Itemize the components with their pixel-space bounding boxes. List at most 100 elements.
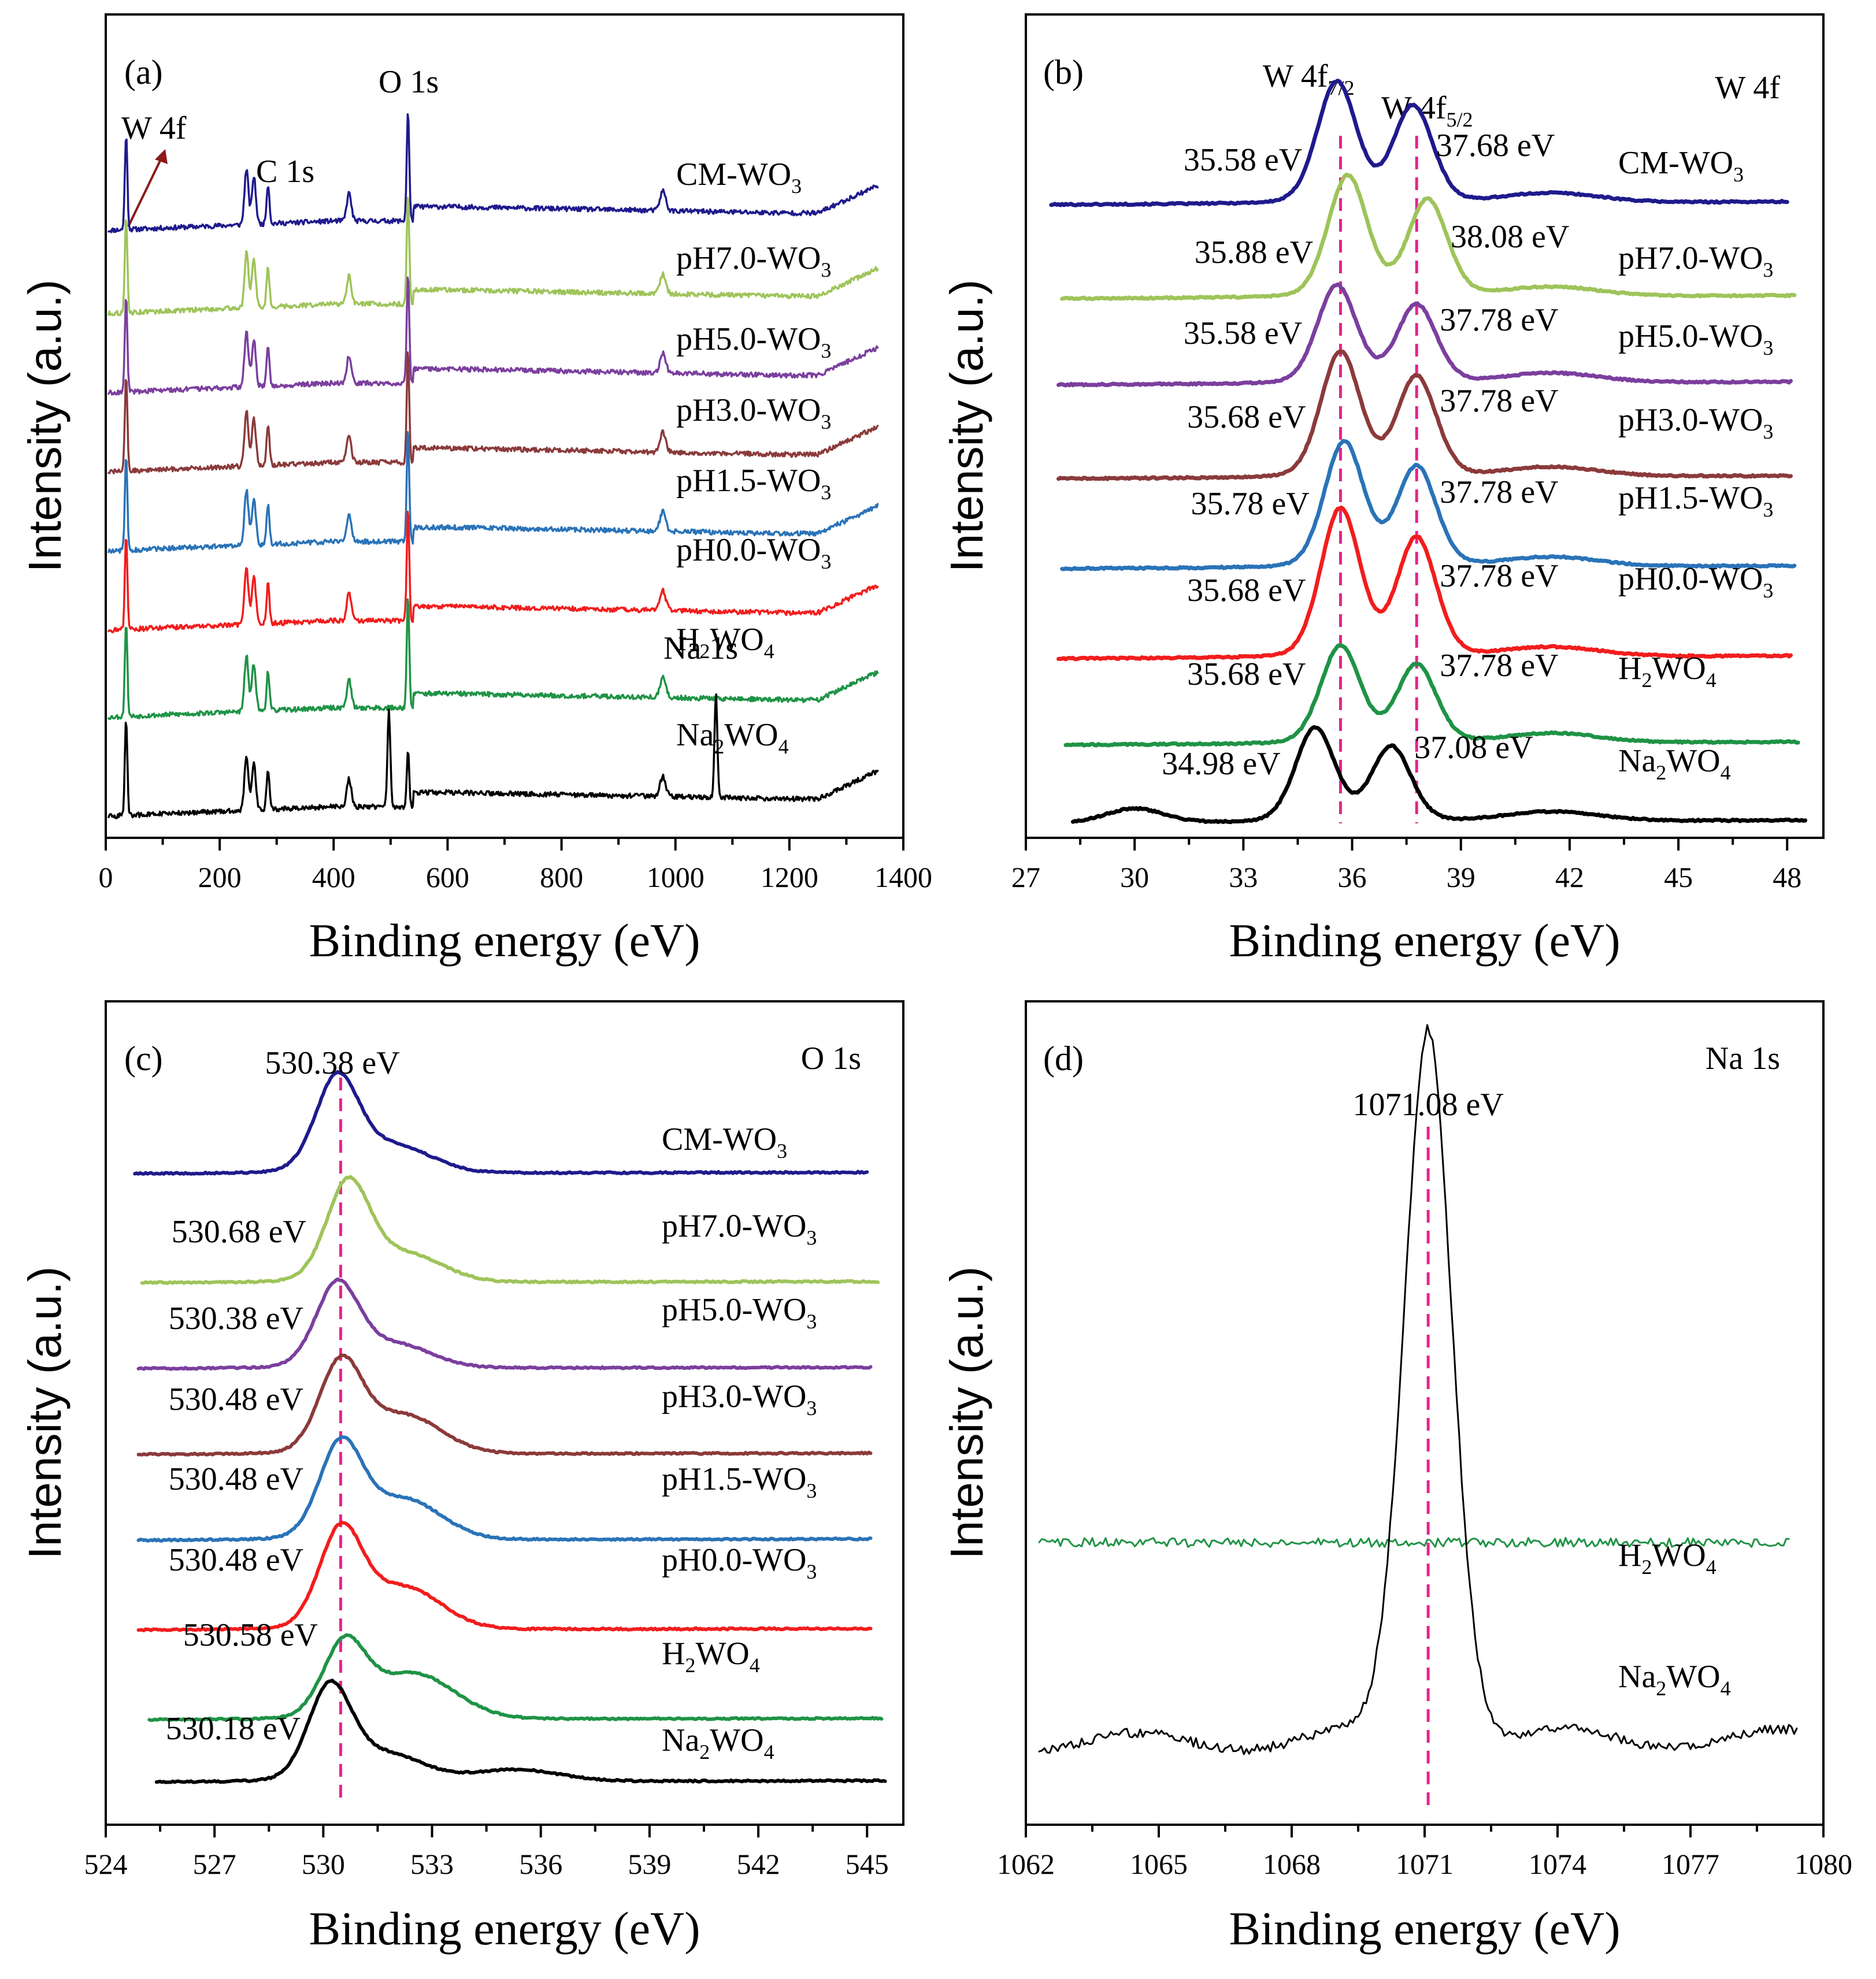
panel-c-label-H2WO4: H2WO4	[662, 1636, 760, 1677]
panel-a-label-CM-WO3: CM-WO3	[676, 157, 802, 198]
panel-b-label-pH1.5-WO3: pH1.5-WO3	[1618, 480, 1773, 521]
panel-a-label-H2WO4: H2WO4	[676, 622, 774, 663]
panel-a-label-pH0.0-WO3: pH0.0-WO3	[676, 532, 831, 573]
panel-c-label-pH5.0-WO3: pH5.0-WO3	[662, 1292, 817, 1333]
panel-c-label-pH3.0-WO3: pH3.0-WO3	[662, 1379, 817, 1420]
panel-c-label-pH1.5-WO3: pH1.5-WO3	[662, 1461, 817, 1502]
panel-b-label-pH5.0-WO3: pH5.0-WO3	[1618, 318, 1773, 359]
panel-b-series-pH7.0-WO3	[1060, 172, 1797, 302]
panel-0-xtick-label: 1000	[647, 861, 705, 893]
panel-a-xlabel: Binding energy (eV)	[309, 914, 700, 967]
panel-c-series-CM-WO3	[133, 1070, 869, 1176]
panel-1-xtick-label: 42	[1555, 861, 1584, 893]
panel-2-xtick-label: 536	[519, 1848, 562, 1880]
panel-a-letter: (a)	[124, 53, 163, 91]
panel-c-label-pH0.0-WO3: pH0.0-WO3	[662, 1542, 817, 1583]
panel-1-xtick-label: 33	[1229, 861, 1258, 893]
panel-b-peak-label-7-2: W 4f7/2	[1263, 58, 1355, 99]
panel-2-xtick-label: 545	[846, 1848, 889, 1880]
panel-1-xtick-label: 27	[1011, 861, 1040, 893]
panel-2-xtick-label: 524	[84, 1848, 128, 1880]
panel-c-series-pH0.0-WO3	[136, 1520, 873, 1632]
panel-b-label-pH0.0-WO3: pH0.0-WO3	[1618, 561, 1773, 602]
panel-b-series-H2WO4	[1063, 643, 1800, 748]
panel-c-xlabel: Binding energy (eV)	[309, 1902, 700, 1955]
panel-b-peak-text-left: 35.58 eV	[1184, 142, 1302, 178]
panel-1-xtick-label: 45	[1664, 861, 1693, 893]
panel-b-peak-text-right: 37.68 eV	[1436, 128, 1555, 164]
panel-1-xtick-label: 39	[1447, 861, 1475, 893]
panel-b-series-pH1.5-WO3	[1060, 439, 1797, 571]
panel-c-peak-text: 530.38 eV	[169, 1301, 303, 1336]
panel-c-label-pH7.0-WO3: pH7.0-WO3	[662, 1208, 817, 1249]
panel-b-letter: (b)	[1043, 53, 1084, 91]
panel-b-peak-text-right: 37.78 eV	[1440, 474, 1558, 510]
panel-b-frame	[1025, 13, 1825, 839]
panel-0-xtick-label: 1200	[761, 861, 818, 893]
panel-b-peak-text-right: 37.78 eV	[1440, 648, 1558, 684]
panel-1-xtick-label: 30	[1120, 861, 1149, 893]
panel-a-series-pH1.5-WO3	[107, 431, 879, 554]
panel-b-series-Na2WO4	[1071, 725, 1808, 825]
panel-3-xtick-label: 1080	[1795, 1848, 1852, 1880]
panel-a-w4f-arrow	[127, 154, 164, 227]
panel-d-series-Na2WO4	[1038, 1024, 1798, 1755]
panel-a-label-Na2WO4: Na2WO4	[676, 717, 789, 758]
panel-b-label-pH7.0-WO3: pH7.0-WO3	[1618, 240, 1773, 281]
panel-c-label-Na2WO4: Na2WO4	[662, 1722, 774, 1763]
panel-a-w4f-arrowhead	[155, 149, 168, 164]
panel-a-label-pH5.0-WO3: pH5.0-WO3	[676, 321, 831, 362]
panel-c-frame	[105, 1000, 904, 1826]
panel-b-series-pH3.0-WO3	[1056, 350, 1793, 481]
panel-b-peak-text-left: 35.58 eV	[1184, 315, 1302, 351]
panel-a-ylabel: Intensity (a.u.)	[19, 280, 71, 573]
panel-c-series-pH5.0-WO3	[136, 1277, 873, 1371]
panel-d-title: Na 1s	[1706, 1041, 1780, 1076]
panel-b-peak-text-left: 35.68 eV	[1187, 399, 1306, 435]
panel-c-ylabel: Intensity (a.u.)	[19, 1267, 71, 1560]
panel-0-xtick-label: 800	[540, 861, 583, 893]
panel-a-series-H2WO4	[107, 598, 879, 721]
panel-3-xtick-label: 1065	[1130, 1848, 1188, 1880]
panel-b-peak-text-left: 35.68 eV	[1187, 573, 1306, 608]
panel-c-label-CM-WO3: CM-WO3	[662, 1122, 787, 1163]
panel-b-peak-text-right: 37.78 eV	[1440, 383, 1558, 419]
panel-b-peak-text-right: 37.08 eV	[1414, 730, 1533, 766]
panel-c-series-pH7.0-WO3	[140, 1175, 880, 1285]
panel-c-letter: (c)	[124, 1039, 163, 1078]
panel-b-series-pH0.0-WO3	[1056, 506, 1793, 662]
panel-3-xtick-label: 1068	[1263, 1848, 1321, 1880]
panel-2-xtick-label: 533	[410, 1848, 454, 1880]
panel-b-peak-label-5-2: W 4f5/2	[1381, 90, 1473, 131]
panel-c-peak-text: 530.68 eV	[172, 1214, 306, 1250]
panel-c-peak-text: 530.58 eV	[183, 1617, 318, 1653]
panel-b-peak-text-left: 35.88 eV	[1195, 235, 1313, 270]
panel-b-label-H2WO4: H2WO4	[1618, 651, 1716, 692]
panel-a-label-pH7.0-WO3: pH7.0-WO3	[676, 240, 831, 281]
panel-b-label-Na2WO4: Na2WO4	[1618, 743, 1731, 784]
panel-a-annotation-o1s: O 1s	[379, 64, 439, 100]
panel-b-peak-text-right: 37.78 eV	[1440, 558, 1558, 594]
panel-a-annotation-w4f: W 4f	[121, 110, 187, 146]
panel-a-annotation-na1s: Na 1s	[663, 630, 738, 666]
panel-a-series-Na2WO4	[107, 693, 879, 819]
panel-d-series-H2WO4	[1038, 1537, 1790, 1548]
panel-b-peak-text-left: 35.68 eV	[1187, 656, 1306, 692]
panel-d-frame	[1025, 1000, 1825, 1826]
panel-0-xtick-label: 200	[198, 861, 242, 893]
panel-b-title: W 4f	[1715, 70, 1781, 106]
panel-c-series-pH3.0-WO3	[136, 1353, 873, 1457]
panel-3-xtick-label: 1074	[1529, 1848, 1586, 1880]
panel-d-label-Na2WO4: Na2WO4	[1618, 1659, 1731, 1700]
panel-b-peak-text-right: 37.78 eV	[1440, 302, 1558, 338]
panel-a-series-CM-WO3	[107, 113, 879, 233]
panel-d-ylabel: Intensity (a.u.)	[941, 1267, 992, 1560]
panel-c-peak-text: 530.48 eV	[169, 1461, 303, 1497]
panel-1-xtick-label: 36	[1338, 861, 1367, 893]
panel-2-xtick-label: 530	[302, 1848, 345, 1880]
panel-b-peak-text-left: 35.78 eV	[1191, 486, 1309, 522]
plot-layer: 0 200 400 600 800 1000 1200 1400 27 30 33 36 39 42 45 4…	[84, 58, 1853, 1880]
panel-b-peak-text-left: 34.98 eV	[1162, 746, 1280, 782]
panel-d-label-H2WO4: H2WO4	[1618, 1538, 1716, 1579]
